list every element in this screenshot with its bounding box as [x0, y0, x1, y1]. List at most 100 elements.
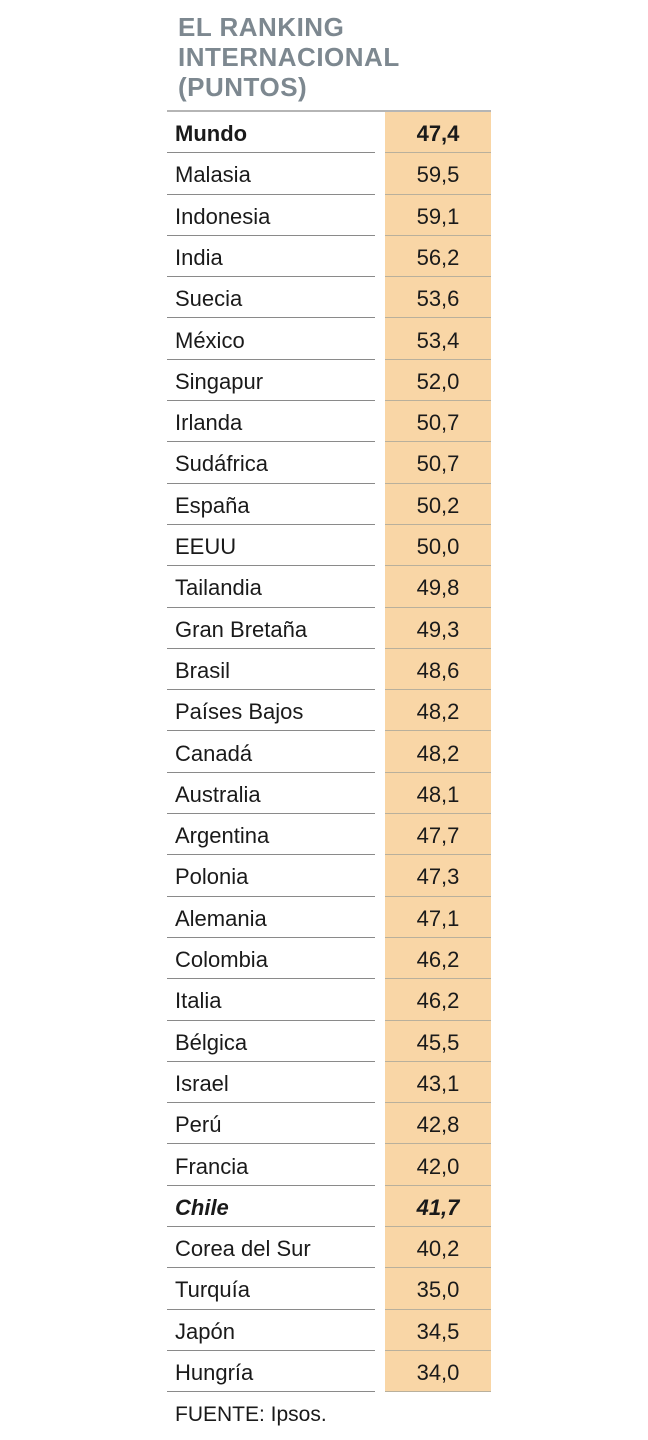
table-row: Irlanda 50,7	[167, 401, 491, 443]
score-value: 50,0	[416, 534, 460, 559]
table-row: Indonesia 59,1	[167, 195, 491, 236]
row-divider-left	[167, 441, 375, 443]
country-label: Irlanda	[175, 410, 243, 436]
table-row: Tailandia 49,8	[167, 566, 491, 608]
score-value: 42,8	[416, 1112, 460, 1138]
row-divider-left	[167, 358, 375, 360]
score-value: 48,1	[416, 781, 460, 807]
score-value: 48,2	[416, 699, 460, 725]
row-divider-left	[167, 1184, 375, 1186]
table-row: Malasia 59,5	[167, 153, 491, 195]
country-label: EEUU	[175, 534, 237, 559]
score-value: 42,0	[416, 1153, 460, 1179]
row-divider-left	[167, 523, 375, 525]
row-divider-left	[167, 1391, 375, 1393]
country-label: Hungría	[175, 1360, 254, 1385]
row-divider-right	[385, 441, 491, 443]
country-label: Tailandia	[175, 575, 262, 601]
row-divider-right	[385, 234, 491, 236]
row-divider-left	[167, 730, 375, 732]
country-label: Francia	[175, 1153, 249, 1179]
row-divider-left	[167, 1267, 375, 1269]
table-row: India 56,2	[167, 236, 491, 278]
row-divider-left	[167, 895, 375, 897]
score-value: 50,7	[416, 451, 460, 477]
score-value: 50,2	[416, 492, 460, 518]
row-divider-right	[385, 317, 491, 319]
score-value: 47,3	[416, 864, 460, 890]
table-row: Francia 42,0	[167, 1145, 491, 1186]
row-divider-right	[385, 936, 491, 938]
row-divider-left	[167, 936, 375, 938]
row-divider-right	[385, 565, 491, 567]
score-value: 46,2	[416, 988, 460, 1014]
table-top-rule	[167, 110, 491, 112]
table-row: Turquía 35,0	[167, 1268, 491, 1310]
country-label: México	[175, 327, 245, 353]
row-divider-left	[167, 565, 375, 567]
row-divider-right	[385, 730, 491, 732]
table-row: Japón 34,5	[167, 1310, 491, 1351]
table-row: Países Bajos 48,2	[167, 690, 491, 732]
row-divider-right	[385, 1060, 491, 1062]
row-divider-left	[167, 234, 375, 236]
row-divider-right	[385, 978, 491, 980]
country-label: Singapur	[175, 368, 264, 394]
country-label: Sudáfrica	[175, 451, 268, 477]
table-row: Corea del Sur 40,2	[167, 1227, 491, 1269]
chart-title: EL RANKING INTERNACIONAL (PUNTOS)	[178, 12, 498, 102]
table-row: Hungría 34,0	[167, 1351, 491, 1393]
score-value: 47,1	[416, 905, 460, 931]
row-divider-right	[385, 689, 491, 691]
row-divider-left	[167, 276, 375, 278]
country-label: Israel	[175, 1070, 229, 1096]
row-divider-right	[385, 1143, 491, 1145]
score-value: 49,8	[416, 575, 460, 601]
chart-title-line-3: (PUNTOS)	[178, 72, 308, 102]
row-divider-left	[167, 1308, 375, 1310]
row-divider-right	[385, 152, 491, 154]
row-divider-right	[385, 276, 491, 278]
score-value: 53,4	[416, 327, 460, 353]
row-divider-right	[385, 1019, 491, 1021]
score-value: 48,6	[416, 657, 460, 683]
table-row: Brasil 48,6	[167, 649, 491, 691]
row-divider-right	[385, 482, 491, 484]
score-value: 34,0	[416, 1360, 460, 1385]
country-label: Argentina	[175, 823, 270, 849]
score-value: 56,2	[416, 244, 460, 270]
score-value: 49,3	[416, 616, 460, 642]
table-row: Polonia 47,3	[167, 855, 491, 897]
country-label: Corea del Sur	[175, 1236, 311, 1262]
table-row: Bélgica 45,5	[167, 1021, 491, 1062]
country-label: India	[175, 244, 223, 270]
table-row: Suecia 53,6	[167, 277, 491, 319]
country-label: Turquía	[175, 1277, 251, 1303]
row-divider-right	[385, 813, 491, 815]
country-label: Mundo	[175, 121, 248, 146]
row-divider-right	[385, 358, 491, 360]
country-label: Alemania	[175, 905, 267, 931]
row-divider-right	[385, 1226, 491, 1228]
row-divider-left	[167, 771, 375, 773]
row-divider-right	[385, 1102, 491, 1104]
row-divider-right	[385, 193, 491, 195]
row-divider-left	[167, 689, 375, 691]
row-divider-right	[385, 854, 491, 856]
row-divider-right	[385, 1308, 491, 1310]
table-row: Gran Bretaña 49,3	[167, 608, 491, 649]
row-divider-left	[167, 1060, 375, 1062]
row-divider-right	[385, 1267, 491, 1269]
country-label: Polonia	[175, 864, 249, 890]
source-note: FUENTE: Ipsos.	[175, 1403, 327, 1426]
row-divider-left	[167, 317, 375, 319]
score-value: 59,5	[416, 162, 460, 188]
score-value: 47,4	[416, 121, 460, 146]
row-divider-right	[385, 895, 491, 897]
table-row: Alemania 47,1	[167, 897, 491, 938]
country-label: Colombia	[175, 947, 268, 972]
table-row: Argentina 47,7	[167, 814, 491, 856]
row-divider-left	[167, 193, 375, 195]
chart-title-line-1: EL RANKING	[178, 12, 345, 42]
row-divider-left	[167, 400, 375, 402]
